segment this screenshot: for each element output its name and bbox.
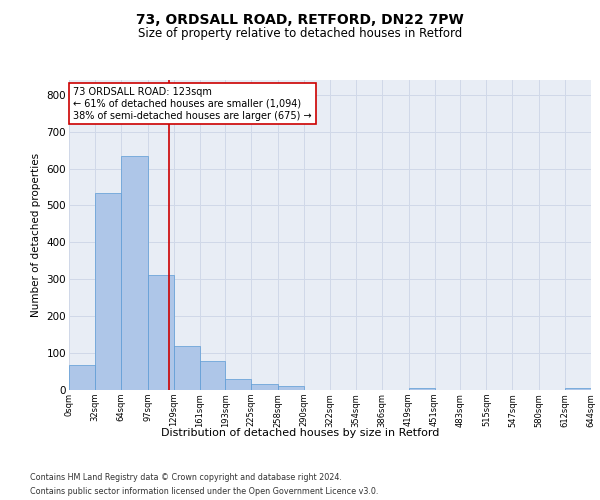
Bar — [226, 379, 251, 390]
Text: 73, ORDSALL ROAD, RETFORD, DN22 7PW: 73, ORDSALL ROAD, RETFORD, DN22 7PW — [136, 12, 464, 26]
Bar — [251, 384, 278, 390]
Text: Contains public sector information licensed under the Open Government Licence v3: Contains public sector information licen… — [30, 488, 379, 496]
Text: Contains HM Land Registry data © Crown copyright and database right 2024.: Contains HM Land Registry data © Crown c… — [30, 472, 342, 482]
Bar — [148, 275, 173, 390]
Bar — [199, 361, 226, 390]
Bar — [409, 388, 434, 390]
Text: Size of property relative to detached houses in Retford: Size of property relative to detached ho… — [138, 28, 462, 40]
Bar — [121, 156, 148, 390]
Text: Distribution of detached houses by size in Retford: Distribution of detached houses by size … — [161, 428, 439, 438]
Bar — [95, 194, 121, 390]
Y-axis label: Number of detached properties: Number of detached properties — [31, 153, 41, 317]
Bar — [278, 386, 304, 390]
Bar — [173, 346, 199, 390]
Bar — [69, 365, 95, 390]
Bar — [565, 388, 591, 390]
Text: 73 ORDSALL ROAD: 123sqm
← 61% of detached houses are smaller (1,094)
38% of semi: 73 ORDSALL ROAD: 123sqm ← 61% of detache… — [73, 88, 311, 120]
